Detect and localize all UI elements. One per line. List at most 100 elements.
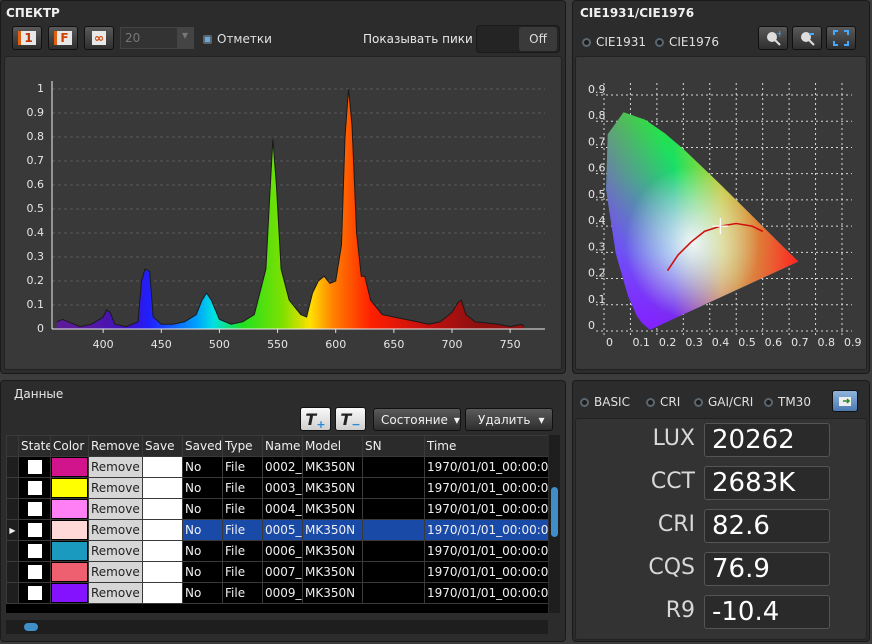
table-row[interactable]: RemoveNoFile0002_IMK350N1970/01/01_00:00… bbox=[7, 457, 549, 478]
fit-button[interactable] bbox=[826, 26, 856, 50]
zoom-out-icon bbox=[799, 30, 815, 46]
add-column-button[interactable]: T+ bbox=[300, 407, 331, 431]
save-cell bbox=[143, 478, 183, 499]
checkbox[interactable] bbox=[28, 565, 42, 579]
peaks-label: Показывать пики bbox=[363, 32, 473, 46]
remove-button[interactable]: Remove bbox=[89, 478, 142, 498]
type-cell: File bbox=[223, 583, 263, 604]
header-cell: Name bbox=[263, 436, 303, 457]
v-scrollbar[interactable] bbox=[549, 435, 560, 613]
zoom-in-button[interactable]: + bbox=[758, 26, 788, 50]
color-swatch bbox=[52, 584, 87, 602]
remove-cell: Remove bbox=[89, 562, 143, 583]
saved-cell: No bbox=[183, 457, 223, 478]
table-row[interactable]: RemoveNoFile0009_IMK350N1970/01/01_00:00… bbox=[7, 583, 549, 604]
loop-button[interactable]: ∞ bbox=[84, 26, 114, 50]
checkbox[interactable] bbox=[28, 544, 42, 558]
sn-cell bbox=[363, 457, 425, 478]
remove-button[interactable]: Remove bbox=[89, 520, 142, 540]
peaks-toggle[interactable]: Off bbox=[476, 25, 560, 53]
time-cell: 1970/01/01_00:00:00 bbox=[425, 457, 549, 478]
checkbox[interactable] bbox=[28, 502, 42, 516]
dropdown-arrow: ▾ bbox=[177, 28, 193, 48]
one-button[interactable]: 1 bbox=[12, 26, 42, 50]
panel-title: СПЕКТР bbox=[6, 6, 60, 20]
scroll-thumb[interactable] bbox=[551, 487, 558, 537]
checkbox bbox=[203, 35, 212, 44]
color-swatch bbox=[52, 500, 87, 518]
remove-button[interactable]: Remove bbox=[89, 541, 142, 561]
type-cell: File bbox=[223, 520, 263, 541]
row-indicator bbox=[7, 457, 19, 478]
header-cell: Save bbox=[143, 436, 183, 457]
table-row[interactable]: ▶RemoveNoFile0005_IMK350N1970/01/01_00:0… bbox=[7, 520, 549, 541]
metric-label: CQS bbox=[648, 555, 695, 580]
cie1931-radio[interactable]: CIE1931 bbox=[582, 35, 646, 49]
color-cell bbox=[51, 499, 89, 520]
export-button[interactable] bbox=[832, 390, 858, 412]
color-swatch bbox=[52, 479, 87, 497]
checkbox[interactable] bbox=[28, 523, 42, 537]
h-scrollbar[interactable] bbox=[6, 620, 548, 634]
menu-arrow: ▾ bbox=[539, 413, 545, 427]
time-cell: 1970/01/01_00:00:00 bbox=[425, 583, 549, 604]
remove-button[interactable]: Remove bbox=[89, 583, 142, 603]
model-cell: MK350N bbox=[303, 499, 363, 520]
state-menu[interactable]: Состояние▾ bbox=[373, 408, 461, 431]
zoom-out-button[interactable] bbox=[792, 26, 822, 50]
model-cell: MK350N bbox=[303, 520, 363, 541]
marks-checkbox[interactable]: Отметки bbox=[203, 32, 272, 46]
state-cell bbox=[19, 562, 51, 583]
metric-value: 76.9 bbox=[704, 552, 830, 586]
button-label: T bbox=[305, 410, 316, 429]
checkbox[interactable] bbox=[28, 460, 42, 474]
cie1976-radio[interactable]: CIE1976 bbox=[655, 35, 719, 49]
menu-label: Удалить bbox=[478, 413, 531, 427]
name-cell: 0004_I bbox=[263, 499, 303, 520]
fit-icon bbox=[833, 30, 849, 46]
mode-radio[interactable]: CRI bbox=[646, 395, 680, 409]
header-cell: Remove bbox=[89, 436, 143, 457]
remove-button[interactable]: Remove bbox=[89, 457, 142, 477]
saved-cell: No bbox=[183, 541, 223, 562]
radio-dot bbox=[646, 398, 655, 407]
header-cell: Time bbox=[425, 436, 549, 457]
time-cell: 1970/01/01_00:00:00 bbox=[425, 499, 549, 520]
table-row[interactable]: RemoveNoFile0007_IMK350N1970/01/01_00:00… bbox=[7, 562, 549, 583]
type-cell: File bbox=[223, 457, 263, 478]
color-cell bbox=[51, 520, 89, 541]
toggle-label: Off bbox=[519, 27, 557, 51]
table-row[interactable]: RemoveNoFile0006_IMK350N1970/01/01_00:00… bbox=[7, 541, 549, 562]
radio-label: GAI/CRI bbox=[708, 395, 753, 409]
checkbox[interactable] bbox=[28, 481, 42, 495]
time-cell: 1970/01/01_00:00:00 bbox=[425, 541, 549, 562]
sn-cell bbox=[363, 520, 425, 541]
delete-menu[interactable]: Удалить ▾ bbox=[465, 408, 553, 431]
checkbox[interactable] bbox=[28, 586, 42, 600]
remove-button[interactable]: Remove bbox=[89, 499, 142, 519]
color-cell bbox=[51, 457, 89, 478]
name-cell: 0003_I bbox=[263, 478, 303, 499]
mode-radio[interactable]: TM30 bbox=[764, 395, 811, 409]
table-row[interactable]: RemoveNoFile0003_IMK350N1970/01/01_00:00… bbox=[7, 478, 549, 499]
scroll-thumb[interactable] bbox=[24, 623, 38, 631]
table-row[interactable]: RemoveNoFile0004_IMK350N1970/01/01_00:00… bbox=[7, 499, 549, 520]
mode-radio[interactable]: GAI/CRI bbox=[694, 395, 753, 409]
radio-dot bbox=[764, 398, 773, 407]
mode-radio[interactable]: BASIC bbox=[580, 395, 630, 409]
model-cell: MK350N bbox=[303, 457, 363, 478]
sn-cell bbox=[363, 541, 425, 562]
step-select[interactable]: 20▾ bbox=[120, 27, 194, 49]
radio-label: BASIC bbox=[594, 395, 630, 409]
f-button[interactable]: F bbox=[48, 26, 78, 50]
row-indicator bbox=[7, 478, 19, 499]
metric-label: R9 bbox=[666, 598, 695, 623]
sn-cell bbox=[363, 562, 425, 583]
zoom-in-icon: + bbox=[765, 30, 781, 46]
row-indicator bbox=[7, 583, 19, 604]
header-cell bbox=[7, 436, 19, 457]
remove-button[interactable]: Remove bbox=[89, 562, 142, 582]
remove-column-button[interactable]: T− bbox=[335, 407, 366, 431]
saved-cell: No bbox=[183, 583, 223, 604]
